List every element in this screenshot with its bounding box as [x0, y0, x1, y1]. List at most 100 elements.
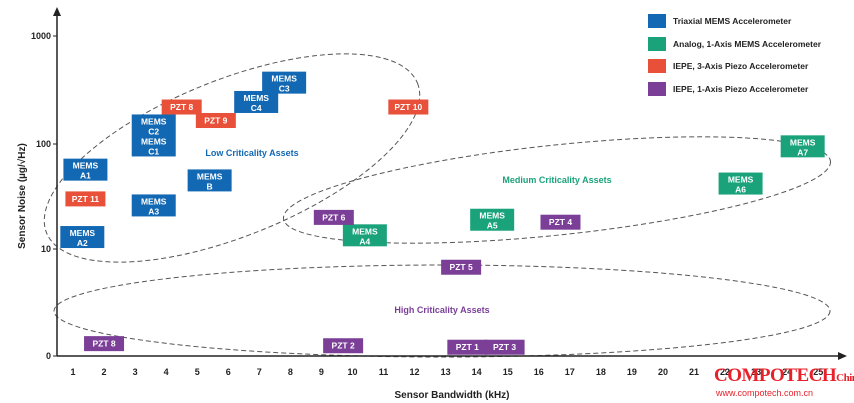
data-point-label: MEMS	[73, 161, 99, 171]
y-axis-title: Sensor Noise (µg/√Hz)	[17, 143, 28, 249]
data-point-label: A1	[80, 171, 91, 181]
data-point-box	[447, 339, 488, 355]
data-point-label: C2	[148, 126, 159, 136]
x-tick-label: 4	[164, 367, 169, 377]
data-point-box	[234, 90, 279, 113]
watermark-brand-name: COMPOTECH	[714, 365, 837, 386]
data-point-label: MEMS	[352, 226, 378, 236]
x-tick-label: 13	[441, 367, 451, 377]
x-axis-arrow	[838, 352, 847, 360]
data-point-label: B	[207, 181, 213, 191]
data-point-label: MEMS	[243, 93, 269, 103]
data-point-box	[313, 209, 354, 225]
data-point: PZT 6	[313, 209, 354, 225]
data-point-box	[195, 113, 236, 129]
data-point-label: MEMS	[479, 211, 505, 221]
data-point-label: A7	[797, 147, 808, 157]
region-ellipse	[282, 136, 832, 244]
y-tick-label: 10	[41, 244, 51, 254]
data-point-box	[780, 135, 825, 158]
data-point-box	[388, 99, 429, 115]
legend-swatch	[648, 81, 666, 96]
x-tick-label: 18	[596, 367, 606, 377]
data-point-box	[441, 259, 482, 275]
x-tick-label: 8	[288, 367, 293, 377]
data-point-box	[718, 172, 763, 195]
data-point-label: PZT 8	[170, 102, 193, 112]
data-point-box	[65, 191, 106, 207]
x-tick-label: 17	[565, 367, 575, 377]
data-point: PZT 11	[65, 191, 106, 207]
x-tick-label: 15	[503, 367, 513, 377]
x-tick-label: 21	[689, 367, 699, 377]
data-point: PZT 4	[540, 214, 581, 230]
data-point: PZT 1	[447, 339, 488, 355]
watermark-brand-suffix: China	[836, 372, 854, 384]
data-point-label: MEMS	[141, 196, 167, 206]
x-tick-label: 25	[813, 367, 823, 377]
data-point-box	[540, 214, 581, 230]
legend: Triaxial MEMS Accelerometer Analog, 1-Ax…	[648, 10, 848, 100]
data-point-label: PZT 2	[332, 341, 355, 351]
data-point-label: A5	[487, 221, 498, 231]
data-point-label: A4	[359, 236, 370, 246]
legend-label: IEPE, 3-Axis Piezo Accelerometer	[673, 61, 809, 72]
data-point: PZT 5	[441, 259, 482, 275]
x-tick-label: 3	[133, 367, 138, 377]
data-point-box	[470, 208, 515, 231]
data-point-box	[63, 158, 108, 181]
data-point-box	[161, 99, 202, 115]
data-point-box	[323, 338, 364, 354]
data-point-label: MEMS	[197, 171, 223, 181]
data-point-box	[131, 194, 176, 217]
data-point: PZT 10	[388, 99, 429, 115]
data-point-label: MEMS	[728, 175, 754, 185]
data-point-label: C1	[148, 146, 159, 156]
data-point: PZT 8	[161, 99, 202, 115]
data-point-label: A6	[735, 185, 746, 195]
data-point-label: PZT 8	[92, 339, 115, 349]
legend-swatch	[648, 59, 666, 74]
data-point-box	[84, 336, 125, 352]
watermark-brand: COMPOTECHChina	[714, 365, 854, 388]
y-tick-label: 1000	[31, 31, 51, 41]
data-point-label: MEMS	[141, 136, 167, 146]
x-tick-label: 6	[226, 367, 231, 377]
x-axis-title: Sensor Bandwidth (kHz)	[394, 390, 509, 401]
x-tick-label: 5	[195, 367, 200, 377]
x-tick-label: 16	[534, 367, 544, 377]
legend-label: Triaxial MEMS Accelerometer	[673, 16, 792, 27]
data-point-label: A2	[77, 238, 88, 248]
region-label: High Criticality Assets	[394, 305, 489, 315]
data-point: PZT 3	[484, 339, 525, 355]
data-point-label: PZT 11	[72, 194, 100, 204]
x-tick-label: 22	[720, 367, 730, 377]
y-tick-label: 0	[46, 351, 51, 361]
region-labels: Low Criticality Assets Medium Criticality…	[205, 148, 611, 315]
x-tick-label: 9	[319, 367, 324, 377]
data-point-label: MEMS	[141, 116, 167, 126]
x-tick-label: 24	[782, 367, 792, 377]
criticality-regions	[43, 53, 832, 358]
x-tick-label: 2	[102, 367, 107, 377]
x-tick-label: 1	[70, 367, 75, 377]
data-point: PZT 8	[84, 336, 125, 352]
legend-swatch	[648, 36, 666, 51]
data-marks: MEMSA1MEMSA2MEMSA3MEMSC2MEMSC1MEMSBMEMSC…	[60, 71, 825, 355]
x-tick-label: 19	[627, 367, 637, 377]
x-tick-label: 11	[379, 367, 389, 377]
region-ellipse	[43, 53, 421, 263]
data-point-box	[262, 71, 307, 94]
data-point-label: PZT 3	[493, 342, 516, 352]
legend-label: Analog, 1-Axis MEMS Accelerometer	[673, 38, 822, 49]
data-point-box	[187, 169, 232, 192]
data-point-box	[60, 226, 105, 249]
